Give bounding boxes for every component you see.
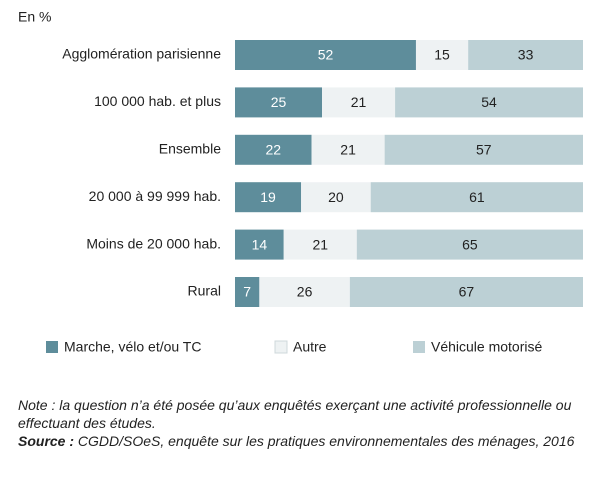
notes: Note : la question n’a été posée qu’aux …	[18, 396, 594, 450]
category-label: Rural	[188, 283, 221, 299]
bar-segment	[235, 87, 322, 118]
bar-segment	[235, 277, 260, 307]
legend-swatch	[46, 341, 58, 353]
note: Note : la question n’a été posée qu’aux …	[18, 397, 572, 431]
data-label: 21	[312, 236, 328, 252]
data-label: 67	[459, 284, 475, 300]
bar-segment	[395, 87, 583, 118]
category-label: 20 000 à 99 999 hab.	[89, 188, 221, 204]
bar-segment	[301, 182, 371, 213]
data-label: 19	[260, 189, 276, 205]
data-label: 25	[271, 94, 287, 110]
legend-label: Véhicule motorisé	[431, 339, 542, 355]
category-label: 100 000 hab. et plus	[94, 93, 221, 109]
legend-swatch	[274, 340, 288, 354]
data-label: 61	[469, 189, 485, 205]
data-label: 54	[481, 94, 497, 110]
data-label: 14	[252, 236, 268, 252]
bar-segment	[283, 229, 357, 260]
data-label: 7	[243, 284, 251, 300]
category-label: Moins de 20 000 hab.	[86, 235, 221, 251]
data-label: 65	[462, 236, 478, 252]
legend-label: Autre	[293, 339, 327, 355]
legend-label: Marche, vélo et/ou TC	[64, 339, 201, 355]
data-label: 21	[340, 142, 356, 158]
bar-segment	[259, 277, 350, 307]
bar-segment	[311, 134, 385, 165]
bar-segment	[468, 40, 583, 70]
bar-segment	[415, 40, 469, 70]
source-label: Source :	[18, 433, 75, 449]
category-label: Agglomération parisienne	[62, 46, 221, 62]
source: Source : CGDD/SOeS, enquête sur les prat…	[18, 432, 594, 450]
data-label: 20	[328, 189, 344, 205]
bar-segment	[235, 134, 312, 165]
source-text: CGDD/SOeS, enquête sur les pratiques env…	[77, 433, 575, 449]
bar-segment	[349, 277, 583, 307]
data-label: 33	[518, 47, 534, 63]
chart: En % Agglomération parisienne 52 15 33 100 0…	[18, 9, 583, 355]
bar-segment	[384, 134, 583, 165]
data-label: 52	[318, 47, 334, 63]
data-label: 57	[476, 142, 492, 158]
category-label: Ensemble	[159, 141, 221, 157]
data-label: 21	[351, 94, 367, 110]
data-label: 26	[297, 284, 313, 300]
bar-segment	[235, 182, 302, 213]
bar-segment	[235, 229, 284, 260]
bar-segment	[356, 229, 583, 260]
legend-swatch	[413, 341, 425, 353]
unit-label: En %	[18, 9, 51, 25]
bar-segment	[322, 87, 396, 118]
bar-segment	[370, 182, 583, 213]
data-label: 22	[265, 142, 281, 158]
bar-segment	[235, 40, 416, 70]
data-label: 15	[434, 47, 450, 63]
